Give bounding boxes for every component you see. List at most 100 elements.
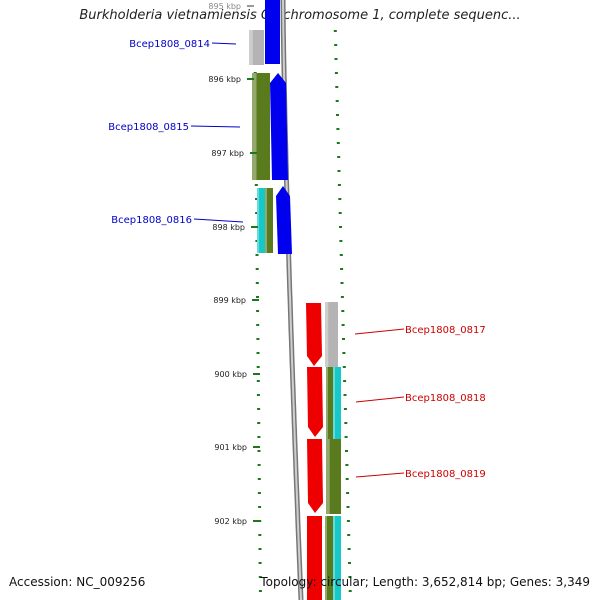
gc-skew-tick-right	[335, 86, 339, 88]
gc-skew-tick-left	[257, 478, 261, 480]
gc-skew-tick-left	[258, 562, 262, 564]
gc-skew-tick-right	[337, 184, 341, 186]
scale-label: 899 kbp	[213, 296, 246, 305]
cog-track-bar	[325, 516, 333, 600]
gc-skew-tick-right	[337, 156, 341, 158]
gc-skew-tick-left	[258, 534, 262, 536]
gc-skew-tick-right	[336, 142, 340, 144]
cog-track-bar	[257, 188, 265, 253]
gc-skew-tick-right	[348, 562, 351, 564]
gc-skew-tick-right	[348, 576, 352, 578]
gc-skew-tick-right	[335, 100, 339, 102]
gc-skew-tick-right	[337, 170, 341, 172]
gc-skew-tick-right	[345, 478, 349, 480]
gc-skew-tick-left	[258, 576, 262, 578]
gene-label-leader	[193, 218, 244, 223]
cog-track-bar-sheen	[257, 188, 259, 253]
gc-skew-tick-right	[346, 520, 350, 522]
gc-skew-tick-right	[334, 72, 338, 74]
gc-skew-tick-right	[333, 30, 337, 32]
gene-label-leader	[355, 396, 405, 403]
gc-skew-tick-left	[255, 212, 259, 214]
gene-label-leader	[355, 472, 405, 478]
gc-skew-tick-right	[339, 254, 343, 256]
gene-arrow-minus	[265, 0, 280, 64]
cog-track-bar-sheen	[325, 516, 327, 600]
cog-track-bar	[326, 439, 341, 514]
gc-skew-tick-left	[255, 282, 259, 284]
gc-skew-tick-right	[341, 324, 345, 326]
gc-skew-tick-right	[339, 226, 342, 228]
gc-skew-tick-right	[344, 436, 348, 438]
gc-skew-tick-right	[334, 58, 338, 60]
gene-arrow-plus	[307, 367, 323, 437]
gc-skew-tick-right	[341, 310, 345, 312]
cog-track-bar-sheen	[326, 367, 328, 439]
scale-label: 901 kbp	[214, 443, 247, 452]
gc-skew-tick-right	[347, 534, 351, 536]
scale-label: 900 kbp	[214, 370, 247, 379]
gene-arrow-minus	[270, 73, 288, 180]
scale-tick	[253, 446, 260, 448]
gc-skew-tick-right	[346, 506, 350, 508]
gc-skew-tick-left	[256, 366, 260, 368]
gc-skew-tick-right	[334, 44, 338, 46]
gene-arrow-plus	[307, 439, 323, 513]
scale-label: 895 kbp	[208, 2, 241, 11]
gc-skew-tick-right	[336, 128, 340, 130]
scale-label: 897 kbp	[211, 149, 244, 158]
gc-skew-tick-right	[348, 590, 352, 592]
gc-skew-tick-right	[347, 548, 351, 550]
gc-skew-tick-right	[336, 114, 339, 116]
gc-skew-tick-left	[256, 310, 260, 312]
gc-skew-tick-right	[338, 198, 342, 200]
gc-skew-tick-right	[346, 492, 350, 494]
cog-track-bar	[325, 302, 338, 367]
gc-skew-tick-right	[340, 296, 344, 298]
cog-track-bar-sheen	[249, 30, 253, 65]
gc-skew-tick-left	[257, 492, 261, 494]
cog-track-bar	[333, 516, 341, 600]
gc-skew-tick-right	[342, 352, 346, 354]
gc-skew-tick-right	[338, 212, 342, 214]
gc-skew-tick-right	[342, 366, 346, 368]
gc-skew-tick-left	[255, 198, 258, 200]
gc-skew-tick-left	[256, 324, 260, 326]
gene-label: Bcep1808_0819	[405, 469, 486, 480]
gc-skew-tick-right	[339, 240, 343, 242]
gene-label: Bcep1808_0818	[405, 393, 486, 404]
scale-label: 902 kbp	[214, 517, 247, 526]
gene-arrow-plus	[307, 516, 322, 600]
gene-label: Bcep1808_0816	[111, 215, 192, 226]
accession-label: Accession: NC_009256	[9, 575, 146, 589]
gc-skew-tick-right	[340, 282, 344, 284]
scale-tick	[247, 5, 254, 7]
gc-skew-tick-right	[345, 464, 349, 466]
gc-skew-tick-left	[255, 268, 259, 270]
gc-skew-tick-left	[258, 548, 262, 550]
scale-tick	[247, 78, 254, 80]
scale-label: 896 kbp	[208, 75, 241, 84]
gene-label-leader	[354, 328, 405, 335]
gc-skew-tick-right	[345, 450, 348, 452]
cog-track-bar	[265, 188, 273, 253]
topology-summary: Topology: circular; Length: 3,652,814 bp…	[260, 575, 590, 589]
gc-skew-tick-right	[340, 268, 344, 270]
gene-arrow-plus	[306, 303, 322, 366]
gc-skew-tick-right	[343, 408, 347, 410]
cog-track-bar	[326, 367, 334, 439]
gene-arrow-minus	[276, 186, 292, 254]
gc-skew-tick-left	[254, 184, 258, 186]
gc-skew-tick-left	[256, 338, 260, 340]
cog-track-bar	[249, 30, 264, 65]
gene-label: Bcep1808_0815	[108, 122, 189, 133]
gc-skew-tick-left	[257, 408, 261, 410]
cog-track-bar-sheen	[333, 367, 335, 439]
gc-skew-tick-left	[256, 352, 260, 354]
gene-label: Bcep1808_0817	[405, 325, 486, 336]
cog-track-bar-sheen	[325, 302, 329, 367]
gc-skew-tick-left	[257, 464, 261, 466]
gc-skew-tick-left	[256, 394, 260, 396]
